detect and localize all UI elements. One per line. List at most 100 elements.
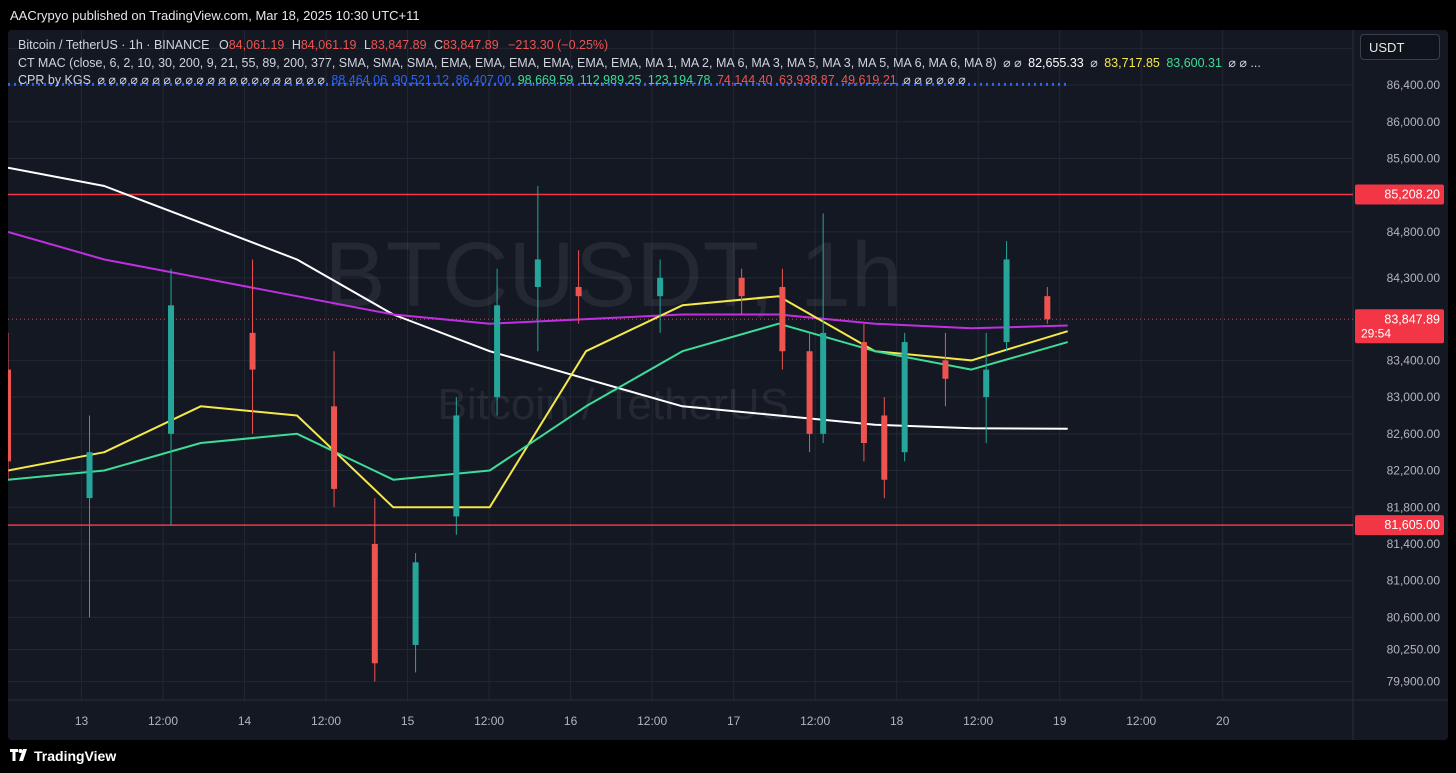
tradingview-logo-text: TradingView [34,748,117,764]
time-tick-label: 13 [75,714,89,728]
legend-change: −213.30 (−0.25%) [508,38,609,52]
price-tick-label: 86,400.00 [1387,78,1441,92]
legend-cpr-red-1: 74,144.40 [716,73,773,87]
legend-ctmac-nulls-a: ⌀ ⌀ [1003,56,1022,70]
legend-cpr-blue-2: 90,521.12 [393,73,450,87]
price-chart[interactable]: 86,800.0086,400.0086,000.0085,600.0084,8… [8,30,1448,740]
legend-close-label: C [434,38,444,52]
legend-low-label: L [363,38,371,52]
candle-body [901,342,908,453]
candle-body [779,286,786,352]
price-tick-label: 85,600.00 [1387,151,1441,165]
legend-ctmac-line[interactable]: CT MAC (close, 6, 2, 10, 30, 200, 9, 21,… [18,55,1261,70]
candle-body [657,277,664,297]
support-price-tag: 81,605.00 [1384,518,1440,532]
ma-white-line [8,166,1068,430]
candle-body [494,305,501,398]
last-price-tag-countdown: 29:54 [1361,326,1391,340]
time-tick-label: 12:00 [963,714,993,728]
candle-body [1003,259,1010,343]
candle-body [820,332,827,434]
legend-close: 83,847.89 [443,38,499,52]
price-tick-label: 84,800.00 [1387,225,1441,239]
legend-cpr-red-2: 63,938.87 [779,73,835,87]
candle-body [881,415,888,480]
publisher-line: AACrypyo published on TradingView.com, M… [10,8,420,23]
time-tick-label: 12:00 [148,714,178,728]
chart-background [8,30,1448,740]
legend-cpr-title: CPR by KGS [18,73,91,87]
legend-cpr-green-2: 112,989.25 [579,73,642,87]
last-price-tag: 83,847.89 [1384,312,1440,326]
price-tick-label: 79,900.00 [1387,675,1441,689]
candle-body [249,332,256,370]
legend-cpr-nulls-a: ⌀ ⌀ ⌀ ⌀ ⌀ ⌀ ⌀ ⌀ ⌀ ⌀ ⌀ ⌀ ⌀ ⌀ ⌀ ⌀ ⌀ ⌀ ⌀ ⌀ … [97,73,325,87]
candle-body [983,369,990,398]
candle-body [8,369,11,462]
legend-ctmac-title: CT MAC (close, 6, 2, 10, 30, 200, 9, 21,… [18,56,997,70]
candle-body [412,562,419,645]
legend-low: 83,847.89 [370,38,427,52]
legend-symbol-line[interactable]: Bitcoin / TetherUS · 1h · BINANCE O84,06… [18,38,608,52]
legend-cpr-nulls-b: ⌀ ⌀ ⌀ ⌀ ⌀ ⌀ [903,73,966,87]
time-tick-label: 12:00 [311,714,341,728]
legend-ctmac-nulls-c: ⌀ ⌀ ... [1228,56,1261,70]
price-tick-label: 81,400.00 [1387,537,1441,551]
price-tick-label: 86,000.00 [1387,115,1441,129]
time-tick-label: 12:00 [1126,714,1156,728]
candle-body [168,305,175,434]
candle-body [534,259,541,287]
legend-cpr-blue-3: 86,407.00 [455,73,512,87]
candle-body [806,351,813,434]
candle-body [860,342,867,444]
price-tick-label: 83,400.00 [1387,353,1441,367]
legend-open: 84,061.19 [228,38,285,52]
legend-open-label: O [219,38,229,52]
time-tick-label: 16 [564,714,578,728]
legend-symbol-title: Bitcoin / TetherUS · 1h · BINANCE [18,38,210,52]
resistance-price-tag: 85,208.20 [1384,187,1440,201]
price-tick-label: 83,000.00 [1387,390,1441,404]
legend-ctmac-value-yellow: 83,717.85 [1104,56,1160,70]
support-price-tag-bg [1355,515,1444,536]
price-tick-label: 81,800.00 [1387,500,1441,514]
legend-high: 84,061.19 [300,38,357,52]
price-tick-label: 82,600.00 [1387,427,1441,441]
legend-ctmac-value-green: 83,600.31 [1166,56,1222,70]
candle-body [942,360,949,379]
price-tick-label: 80,600.00 [1387,610,1441,624]
tradingview-logo-icon [10,748,30,764]
legend-cpr-blue-1: 88,464.06 [331,73,388,87]
currency-button[interactable]: USDT [1360,34,1440,60]
candle-body [1044,296,1051,320]
legend-high-label: H [291,38,301,52]
tradingview-logo[interactable]: TradingView [10,748,116,764]
candle-body [575,286,582,297]
price-tick-label: 81,000.00 [1387,574,1441,588]
legend-cpr-line[interactable]: CPR by KGS ⌀ ⌀ ⌀ ⌀ ⌀ ⌀ ⌀ ⌀ ⌀ ⌀ ⌀ ⌀ ⌀ ⌀ ⌀… [18,72,966,87]
time-tick-label: 14 [238,714,252,728]
legend-cpr-green-1: 98,669.59 [517,73,574,87]
time-tick-label: 19 [1053,714,1067,728]
candle-body [371,543,378,664]
legend-ctmac-value-white: 82,655.33 [1028,56,1084,70]
time-tick-label: 17 [727,714,741,728]
publish-header: AACrypyo published on TradingView.com, M… [0,0,1456,30]
price-tick-label: 80,250.00 [1387,643,1441,657]
price-tick-label: 82,200.00 [1387,464,1441,478]
time-tick-label: 12:00 [800,714,830,728]
time-tick-label: :00 [8,714,9,728]
candle-body [331,406,338,489]
chart-frame[interactable]: 86,800.0086,400.0086,000.0085,600.0084,8… [8,30,1448,740]
price-tick-label: 84,300.00 [1387,271,1441,285]
time-tick-label: 20 [1216,714,1230,728]
candle-body [738,277,745,297]
candle-body [453,415,460,517]
time-tick-label: 18 [890,714,904,728]
last-price-tag-bg [1355,309,1444,344]
footer: TradingView [0,740,1456,773]
ma-yellow-line [8,295,1068,509]
legend-ctmac-nulls-b: ⌀ [1090,56,1098,70]
time-tick-label: 12:00 [474,714,504,728]
ma-green-line [8,322,1068,481]
